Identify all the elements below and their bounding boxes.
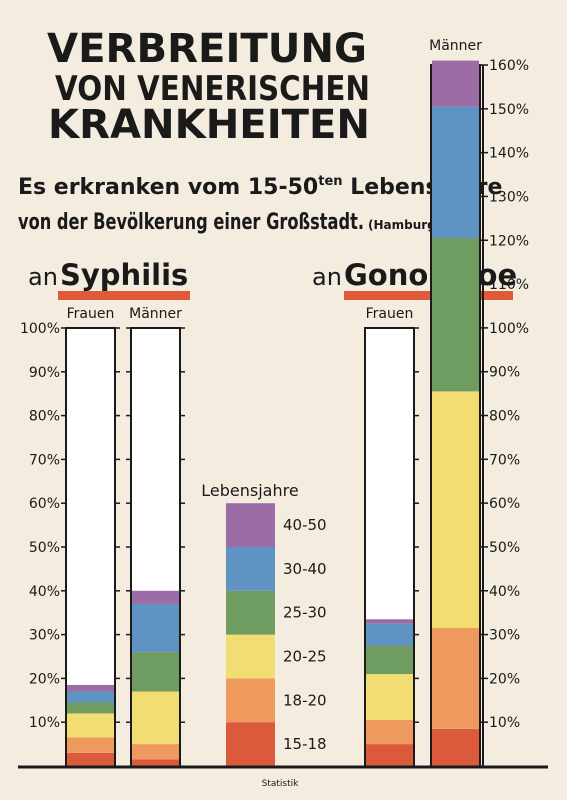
y-tick-label: 100%	[20, 321, 60, 337]
y2-tick-label: 40%	[489, 584, 520, 600]
bar-segment	[132, 744, 179, 760]
bar-segment	[67, 684, 114, 692]
title-line: VON VENERISCHEN	[55, 69, 370, 109]
legend-swatch	[226, 503, 275, 547]
y-tick-label: 80%	[29, 409, 60, 425]
underline	[58, 291, 190, 300]
y2-tick-label: 80%	[489, 409, 520, 425]
bar-segment	[366, 619, 413, 624]
category-label: Frauen	[67, 306, 115, 322]
bar-segment	[67, 737, 114, 753]
subtitle: von der Bevölkerung einer Großstadt.	[18, 210, 364, 235]
subtitle-note: (Hamburg)	[368, 218, 441, 232]
y2-tick-label: 90%	[489, 365, 520, 381]
y2-tick-label: 10%	[489, 715, 520, 731]
footer: Statistik	[262, 779, 300, 789]
underline	[344, 291, 513, 300]
legend-label: 40-50	[283, 516, 327, 534]
y2-tick-label: 140%	[489, 146, 529, 162]
y2-tick-label: 20%	[489, 671, 520, 687]
panel-prefix: an	[28, 263, 58, 291]
y2-tick-label: 160%	[489, 58, 529, 74]
y-tick-label: 10%	[29, 715, 60, 731]
bar-segment	[67, 752, 114, 766]
y-tick-label: 30%	[29, 628, 60, 644]
y-tick-label: 20%	[29, 671, 60, 687]
legend-label: 20-25	[283, 648, 327, 666]
legend-swatch	[226, 590, 275, 635]
bar-segment	[67, 691, 114, 703]
y-tick-label: 40%	[29, 584, 60, 600]
y2-tick-label: 70%	[489, 452, 520, 468]
y-tick-label: 50%	[29, 540, 60, 556]
bar-segment	[132, 590, 179, 604]
legend-title: Lebensjahre	[201, 481, 298, 500]
legend-label: 30-40	[283, 560, 327, 578]
legend-swatch	[226, 722, 275, 766]
bar-segment	[132, 652, 179, 692]
bar-segment	[366, 744, 413, 766]
bar-segment	[366, 720, 413, 745]
bar-segment	[432, 627, 479, 729]
title-line: VERBREITUNG	[47, 26, 367, 72]
bar-segment	[432, 106, 479, 239]
y2-tick-label: 150%	[489, 102, 529, 118]
bar-segment	[366, 623, 413, 646]
bar-segment	[366, 645, 413, 675]
category-label: Männer	[129, 306, 182, 322]
legend-label: 15-18	[283, 735, 327, 753]
legend-swatch	[226, 678, 275, 723]
subtitle-text: Es erkranken vom 15-50	[18, 175, 318, 200]
bar-segment	[366, 674, 413, 721]
bar-segment	[432, 728, 479, 766]
bar-segment	[67, 713, 114, 738]
title-line: KRANKHEITEN	[48, 102, 370, 148]
legend-swatch	[226, 634, 275, 679]
y2-tick-label: 130%	[489, 189, 529, 205]
legend-swatch	[226, 547, 275, 591]
panel-prefix: an	[312, 263, 342, 291]
y-tick-label: 90%	[29, 365, 60, 381]
subtitle-sup: ten	[318, 174, 342, 189]
legend-label: 25-30	[283, 604, 327, 622]
bar-segment	[132, 603, 179, 653]
y2-tick-label: 30%	[489, 628, 520, 644]
bar-segment	[132, 691, 179, 745]
y-tick-label: 60%	[29, 496, 60, 512]
bar-segment	[132, 759, 179, 766]
bar-segment	[432, 238, 479, 392]
y2-tick-label: 60%	[489, 496, 520, 512]
y2-tick-label: 100%	[489, 321, 529, 337]
panel-title: Syphilis	[60, 258, 188, 292]
category-label: Männer	[429, 38, 482, 54]
bar-segment	[432, 60, 479, 107]
category-label: Frauen	[366, 306, 414, 322]
legend-label: 18-20	[283, 691, 327, 709]
bar-segment	[432, 391, 479, 628]
subtitle: Es erkranken vom 15-50ten Lebensjahre	[18, 174, 502, 200]
y2-tick-label: 110%	[489, 277, 529, 293]
y-tick-label: 70%	[29, 452, 60, 468]
y2-tick-label: 120%	[489, 233, 529, 249]
bar-segment	[67, 702, 114, 714]
y2-tick-label: 50%	[489, 540, 520, 556]
